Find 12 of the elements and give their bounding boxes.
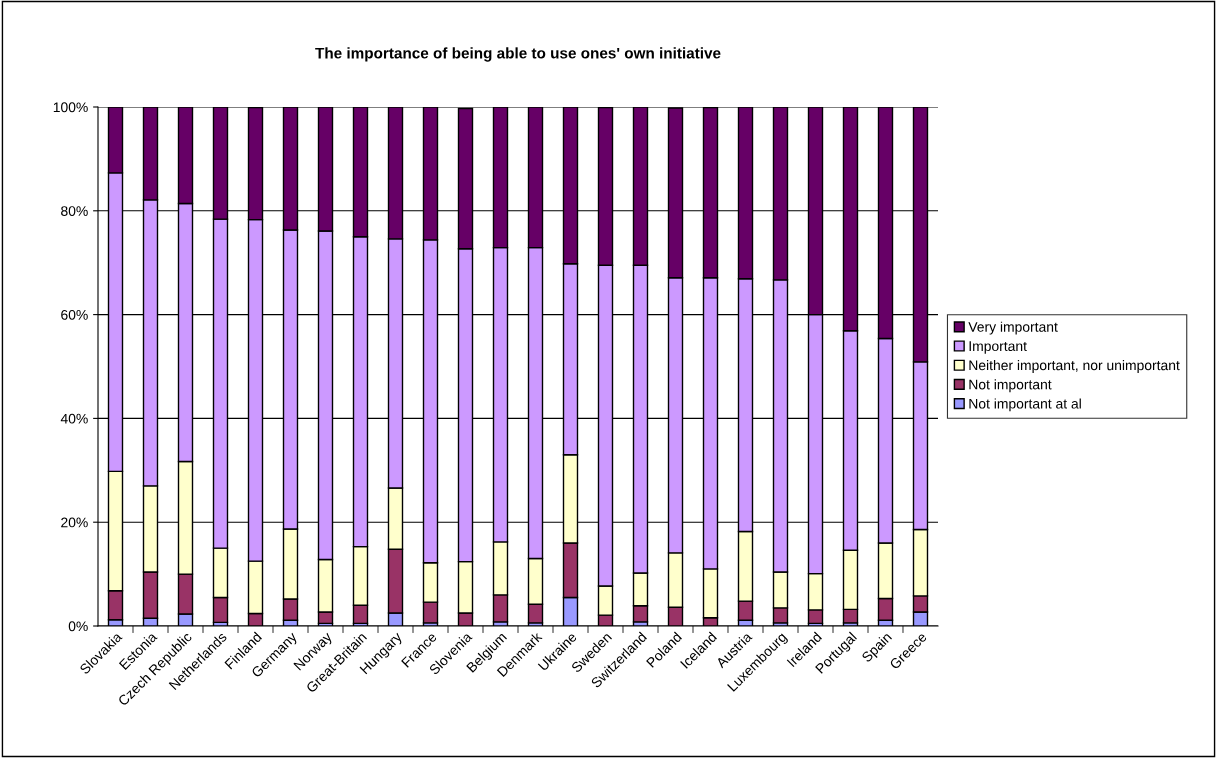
legend-label: Not important	[969, 379, 1052, 393]
y-tick-label: 20%	[61, 517, 88, 528]
y-tick-label: 80%	[61, 206, 88, 216]
y-tick-label: 60%	[61, 309, 88, 320]
legend-label: Neither important, nor unimportant	[969, 360, 1180, 373]
y-tick-label: 40%	[60, 413, 88, 424]
chart-title: The importance of being able to use ones' own initiative	[315, 47, 721, 62]
legend-label: Important	[969, 341, 1027, 354]
y-tick-label: 0%	[68, 621, 88, 632]
y-tick-label: 100%	[53, 102, 88, 113]
legend-label: Very important	[968, 321, 1058, 335]
legend-label: Not important at al	[969, 398, 1081, 412]
